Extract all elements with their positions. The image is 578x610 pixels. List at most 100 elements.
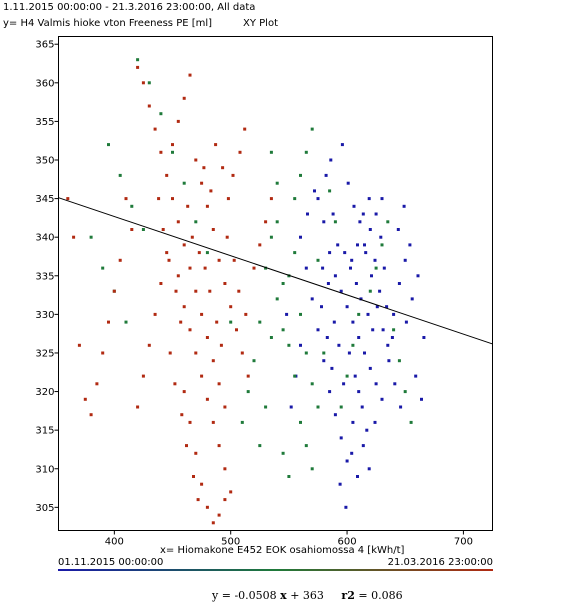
scatter-point: [380, 243, 384, 247]
regression-intercept: + 363: [290, 589, 324, 602]
scatter-point: [197, 251, 201, 255]
scatter-point: [101, 266, 105, 270]
scatter-point: [361, 212, 365, 216]
scatter-point: [365, 428, 369, 432]
scatter-point: [136, 405, 140, 409]
scatter-point: [328, 189, 332, 193]
scatter-point: [363, 351, 366, 355]
scatter-point: [141, 374, 145, 378]
scatter-point: [304, 351, 308, 355]
scatter-point: [161, 228, 165, 231]
scatter-point: [194, 220, 198, 224]
scatter-point: [223, 405, 227, 409]
scatter-point: [347, 351, 351, 355]
scatter-point: [336, 243, 340, 247]
scatter-point: [174, 289, 178, 293]
scatter-point: [188, 73, 192, 77]
scatter-point: [316, 405, 320, 409]
scatter-point: [196, 498, 200, 502]
scatter-point: [403, 390, 407, 394]
scatter-point: [345, 305, 349, 309]
time-end-label: 21.03.2016 23:00:00: [387, 557, 493, 568]
scatter-point: [214, 143, 218, 147]
scatter-point: [188, 328, 192, 332]
scatter-point: [322, 351, 326, 355]
scatter-point: [361, 444, 365, 448]
scatter-point: [202, 166, 206, 170]
scatter-point: [324, 173, 328, 177]
scatter-point: [316, 328, 320, 332]
scatter-point: [66, 197, 70, 201]
scatter-point: [179, 320, 183, 324]
scatter-point: [366, 312, 370, 316]
scatter-point: [89, 413, 93, 417]
scatter-point: [171, 150, 174, 154]
scatter-point: [238, 150, 242, 154]
scatter-point: [281, 282, 285, 285]
scatter-point: [209, 189, 213, 193]
scatter-point: [118, 258, 122, 262]
scatter-point: [393, 382, 397, 386]
scatter-point: [337, 343, 341, 347]
scatter-point: [345, 459, 349, 463]
scatter-point: [205, 204, 209, 208]
scatter-point: [316, 258, 320, 262]
scatter-point: [89, 235, 93, 239]
scatter-point: [387, 359, 391, 363]
scatter-point: [285, 312, 289, 316]
scatter-point: [194, 158, 198, 162]
y-tick-label: 355: [35, 117, 54, 128]
scatter-point: [141, 81, 145, 85]
scatter-point: [176, 220, 180, 224]
scatter-point: [244, 312, 248, 316]
scatter-point: [353, 374, 357, 378]
scatter-point: [124, 320, 128, 324]
scatter-point: [322, 220, 326, 224]
scatter-point: [370, 274, 373, 278]
axis-ticks: 305 310 315 320 325 330 335 340 345 350 355 360 365 4…: [35, 40, 473, 548]
scatter-point: [231, 173, 235, 177]
scatter-point: [243, 127, 247, 131]
scatter-point: [399, 405, 403, 409]
scatter-point: [331, 212, 335, 216]
scatter-point: [329, 158, 333, 162]
scatter-point: [258, 444, 262, 448]
scatter-point: [350, 258, 354, 262]
scatter-point: [240, 420, 244, 424]
scatter-point: [357, 312, 361, 316]
scatter-point: [269, 150, 273, 154]
scatter-point: [112, 289, 116, 293]
plot-area: [58, 36, 493, 531]
scatter-point: [373, 420, 377, 424]
scatter-point: [232, 258, 236, 262]
scatter-point: [269, 197, 273, 201]
scatter-point: [182, 390, 186, 394]
scatter-point: [223, 282, 227, 285]
scatter-point: [414, 374, 418, 378]
scatter-point: [403, 258, 407, 262]
scatter-point: [380, 197, 384, 201]
scatter-point: [275, 181, 279, 185]
scatter-point: [95, 382, 99, 386]
regression-line: [58, 197, 493, 345]
scatter-point: [360, 405, 364, 409]
scatter-point: [194, 351, 198, 355]
scatter-point: [221, 166, 225, 170]
scatter-point: [339, 405, 343, 409]
x-axis-label: x= Hiomakone E452 EOK osahiomossa 4 [kWh…: [160, 545, 405, 556]
scatter-point: [381, 328, 385, 332]
regression-equation: y = -0.0508 x + 363 r2 = 0.086: [212, 589, 403, 602]
scatter-point: [173, 382, 177, 386]
scatter-point: [165, 173, 169, 177]
y-tick-label: 305: [35, 503, 54, 514]
scatter-point: [211, 521, 215, 525]
scatter-point: [258, 243, 262, 247]
scatter-point: [194, 451, 198, 455]
scatter-point: [208, 289, 212, 293]
scatter-point: [293, 374, 297, 378]
scatter-point: [351, 343, 355, 347]
scatter-point: [275, 220, 279, 224]
scatter-point: [258, 320, 262, 324]
scatter-point: [356, 475, 359, 478]
